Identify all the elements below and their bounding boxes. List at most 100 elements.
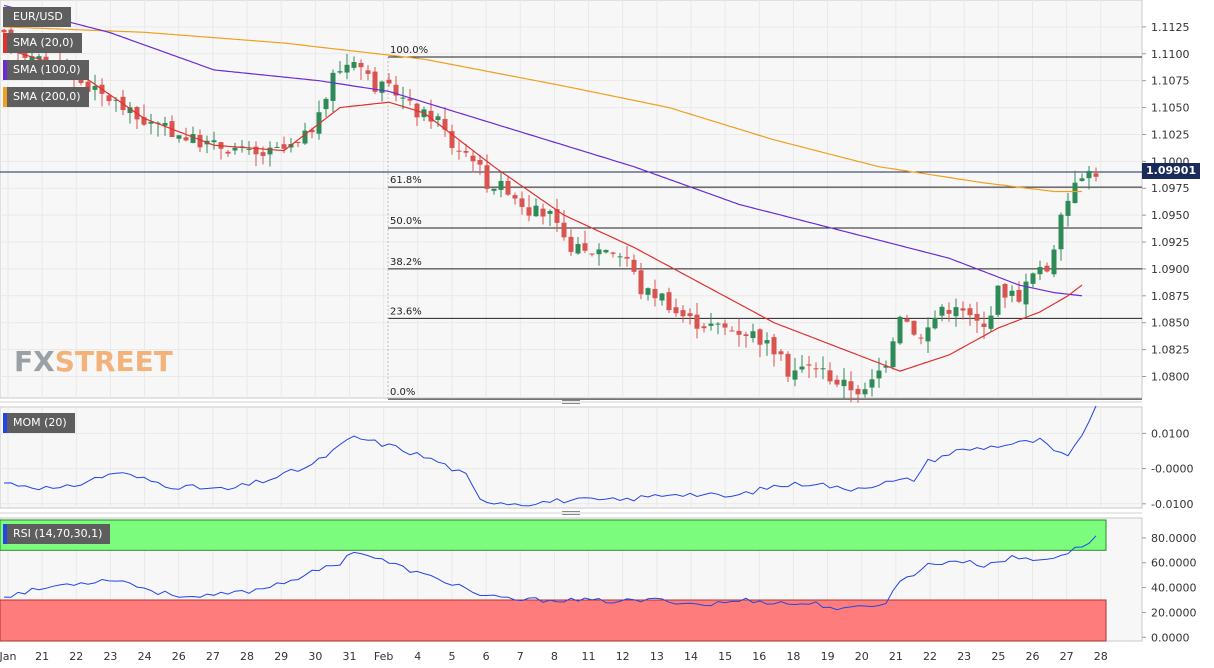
x-tick-label: 12 bbox=[616, 650, 630, 663]
mom-line bbox=[3, 405, 1097, 507]
legend-rsi[interactable]: RSI (14,70,30,1) bbox=[3, 524, 111, 544]
watermark-street: STREET bbox=[54, 345, 173, 378]
candle-body bbox=[750, 331, 756, 339]
y-tick-label: 1.1100 bbox=[1151, 48, 1190, 61]
x-tick-label: 23 bbox=[103, 650, 117, 663]
candle-body bbox=[463, 151, 469, 153]
fxstreet-watermark: FXSTREET bbox=[14, 345, 173, 378]
candle-body bbox=[533, 205, 539, 217]
candle-body bbox=[988, 315, 994, 329]
candle-body bbox=[225, 151, 231, 154]
y-tick-label: 20.0000 bbox=[1151, 606, 1197, 619]
candle-body bbox=[757, 329, 763, 345]
y-tick-label: 40.0000 bbox=[1151, 582, 1197, 595]
x-tick-label: 26 bbox=[172, 650, 186, 663]
x-tick-label: 21 bbox=[35, 650, 49, 663]
legend-sma100[interactable]: SMA (100,0) bbox=[3, 60, 89, 80]
y-tick-label: -0.0100 bbox=[1151, 498, 1193, 511]
y-tick-label: 0.0100 bbox=[1151, 427, 1190, 440]
candle-body bbox=[1072, 182, 1078, 204]
x-tick-label: 27 bbox=[206, 650, 220, 663]
candle-body bbox=[78, 77, 84, 83]
sma20-line bbox=[3, 47, 1083, 372]
watermark-fx: FX bbox=[14, 345, 55, 378]
candle-body bbox=[932, 317, 938, 329]
candle-body bbox=[694, 314, 700, 329]
candle-body bbox=[386, 79, 392, 84]
legend-mom[interactable]: MOM (20) bbox=[3, 413, 75, 433]
candle-body bbox=[127, 107, 133, 113]
candle-body bbox=[582, 243, 588, 251]
candle-body bbox=[659, 293, 665, 301]
candle-body bbox=[407, 98, 413, 101]
candle-body bbox=[337, 71, 343, 73]
y-tick-label: 80.0000 bbox=[1151, 532, 1197, 545]
candle-body bbox=[561, 222, 567, 238]
candle-body bbox=[295, 141, 301, 143]
candle-body bbox=[176, 135, 182, 139]
candle-body bbox=[330, 72, 336, 101]
legend-sma20[interactable]: SMA (20,0) bbox=[3, 33, 82, 53]
candle-body bbox=[722, 323, 728, 328]
fib-label: 0.0% bbox=[390, 387, 415, 398]
candle-body bbox=[813, 368, 819, 370]
x-tick-label: 28 bbox=[1094, 650, 1108, 663]
candle-body bbox=[764, 340, 770, 344]
candle-body bbox=[435, 116, 441, 121]
candle-body bbox=[624, 256, 630, 259]
rsi-oversold-zone bbox=[0, 599, 1107, 642]
candle-body bbox=[778, 351, 784, 355]
legend-rsi-label: RSI (14,70,30,1) bbox=[13, 527, 103, 540]
candle-body bbox=[715, 323, 721, 325]
x-tick-label: 22 bbox=[69, 650, 83, 663]
x-tick-label: 24 bbox=[138, 650, 152, 663]
legend-sma20-label: SMA (20,0) bbox=[13, 36, 74, 49]
candle-body bbox=[841, 379, 847, 387]
candle-body bbox=[1016, 289, 1022, 302]
candle-body bbox=[974, 313, 980, 321]
legend-sma200-label: SMA (200,0) bbox=[13, 90, 81, 103]
x-tick-label: 11 bbox=[582, 650, 596, 663]
x-tick-label: 19 bbox=[821, 650, 835, 663]
x-tick-label: Feb bbox=[374, 650, 393, 663]
candle-body bbox=[253, 146, 259, 155]
candle-body bbox=[946, 309, 952, 314]
candle-body bbox=[36, 56, 42, 60]
candle-body bbox=[799, 366, 805, 370]
candle-body bbox=[519, 198, 525, 207]
y-tick-label: 1.0800 bbox=[1151, 370, 1190, 383]
x-tick-label: 18 bbox=[786, 650, 800, 663]
candle-body bbox=[638, 270, 644, 295]
sma200-line bbox=[3, 26, 1082, 193]
candle-body bbox=[309, 129, 315, 133]
candle-body bbox=[281, 144, 287, 149]
candle-body bbox=[1065, 200, 1071, 216]
y-tick-label: 1.0875 bbox=[1151, 290, 1190, 303]
candle-body bbox=[806, 364, 812, 366]
x-tick-label: 28 bbox=[240, 650, 254, 663]
y-tick-label: 1.0900 bbox=[1151, 263, 1190, 276]
candle-body bbox=[687, 313, 693, 317]
candle-body bbox=[673, 307, 679, 314]
candle-body bbox=[470, 155, 476, 162]
candle-body bbox=[358, 62, 364, 68]
candle-body bbox=[596, 249, 602, 255]
candle-body bbox=[708, 323, 714, 326]
candle-body bbox=[911, 320, 917, 335]
legend-sma200[interactable]: SMA (200,0) bbox=[3, 87, 89, 107]
candle-body bbox=[505, 180, 511, 195]
y-tick-label: 1.0950 bbox=[1151, 209, 1190, 222]
y-tick-label: 1.0975 bbox=[1151, 182, 1190, 195]
candle-body bbox=[372, 71, 378, 92]
x-tick-label: 16 bbox=[752, 650, 766, 663]
x-tick-label: 23 bbox=[957, 650, 971, 663]
candle-body bbox=[302, 130, 308, 144]
candle-body bbox=[869, 379, 875, 388]
x-tick-label: 31 bbox=[343, 650, 357, 663]
candle-body bbox=[785, 353, 791, 377]
candle-body bbox=[1037, 267, 1043, 275]
y-tick-label: 60.0000 bbox=[1151, 557, 1197, 570]
candle-body bbox=[925, 327, 931, 342]
